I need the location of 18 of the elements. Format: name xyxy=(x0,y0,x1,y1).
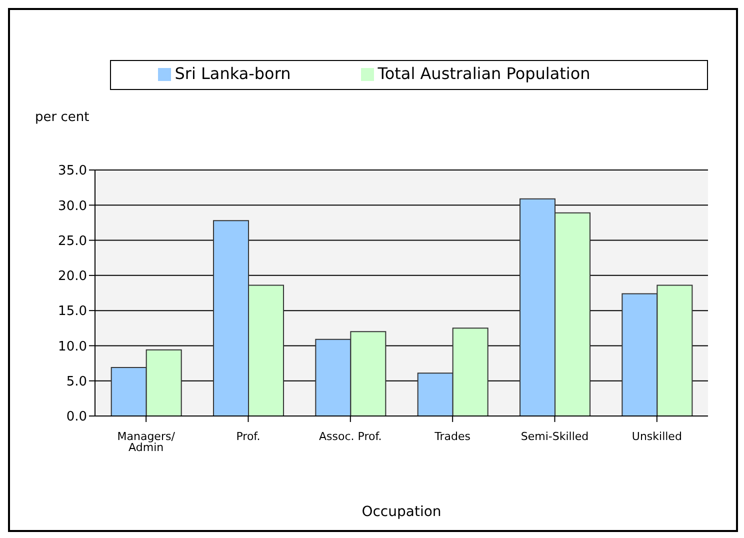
x-tick-label: Unskilled xyxy=(632,430,682,443)
y-tick-label: 0.0 xyxy=(66,410,87,425)
legend-label: Sri Lanka-born xyxy=(174,64,291,83)
legend-label: Total Australian Population xyxy=(378,64,590,83)
y-tick-label: 20.0 xyxy=(58,269,87,284)
x-tick-label: Prof. xyxy=(236,430,260,443)
x-axis-title: Occupation xyxy=(362,504,442,520)
y-tick-label: 10.0 xyxy=(58,339,87,354)
x-tick-label: Assoc. Prof. xyxy=(319,430,382,443)
y-tick-label: 5.0 xyxy=(66,374,87,390)
y-tick-label: 35.0 xyxy=(58,164,87,179)
y-tick-label: 30.0 xyxy=(58,198,87,214)
x-tick-label: Trades xyxy=(434,430,471,443)
y-axis-title: per cent xyxy=(35,110,90,125)
x-tick-label: Semi-Skilled xyxy=(520,430,589,443)
y-tick-label: 15.0 xyxy=(58,304,87,320)
x-tick-label: Managers/ Admin xyxy=(117,430,176,454)
y-tick-label: 25.0 xyxy=(58,234,87,249)
